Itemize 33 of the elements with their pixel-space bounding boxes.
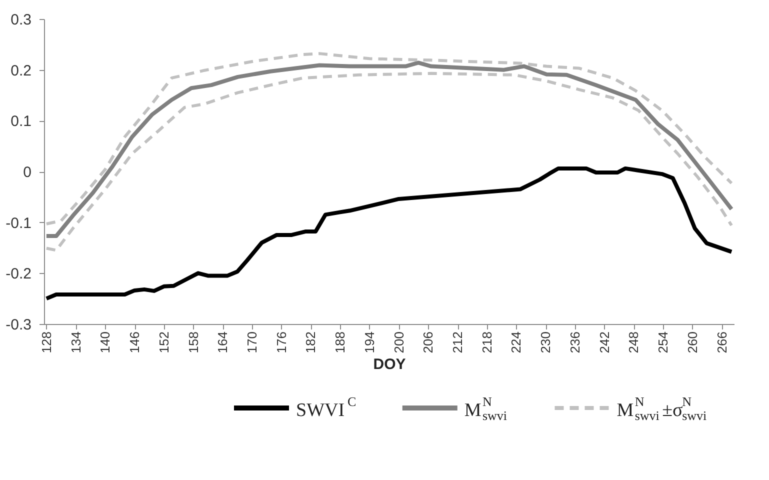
x-tick-label: 194 [362,332,377,354]
x-tick-label: 218 [479,332,494,354]
x-tick-label: 242 [596,332,612,354]
x-tick-label: 134 [68,332,84,354]
x-tick-label: 236 [567,332,582,354]
y-tick-label: 0.1 [10,113,32,130]
y-tick-label: -0.3 [6,316,32,334]
x-tick-label: 206 [420,332,436,354]
x-tick-label: 224 [508,332,524,354]
x-tick-label: 260 [684,332,700,354]
x-tick-label: 176 [274,332,289,354]
y-tick-label: 0 [23,164,32,181]
x-axis-title: DOY [373,356,406,374]
x-tick-label: 188 [332,332,348,354]
x-tick-label: 230 [538,332,554,354]
x-tick-label: 254 [656,332,671,354]
x-tick-label: 158 [186,332,201,354]
line-series [44,166,734,301]
x-tick-label: 140 [98,332,113,354]
y-tick-label: -0.2 [6,266,32,283]
x-tick-label: 164 [215,332,230,354]
y-tick-label: -0.1 [6,214,32,232]
x-tick-label: 212 [450,332,466,354]
x-tick-label: 152 [156,332,172,354]
x-tick-label: 182 [303,332,318,354]
x-tick-label: 146 [127,332,142,354]
x-tick-label: 170 [244,332,260,354]
x-tick-label: 200 [391,332,406,354]
x-tick-label: 128 [38,332,54,354]
x-tick-label: 248 [626,332,642,354]
y-tick-label: 0.2 [10,62,32,80]
x-tick-label: 266 [714,332,730,354]
y-tick-label: 0.3 [10,12,32,28]
